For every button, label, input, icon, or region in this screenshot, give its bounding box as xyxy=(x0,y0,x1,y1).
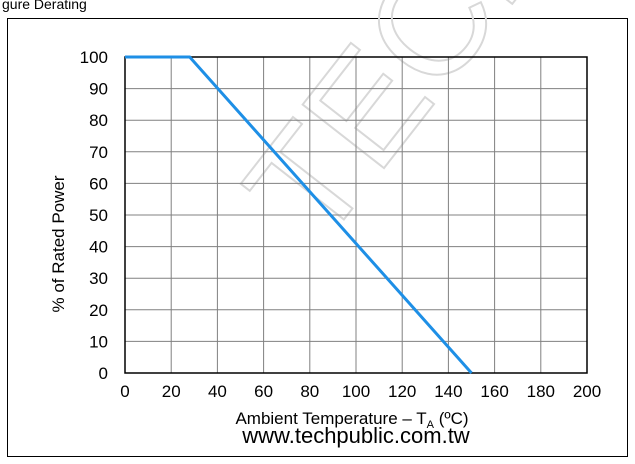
y-axis-ticks: 0 10 20 30 40 50 60 70 80 90 100 xyxy=(80,48,108,383)
y-tick-label: 80 xyxy=(89,111,108,130)
x-tick-label: 60 xyxy=(254,382,273,401)
x-tick-label: 100 xyxy=(342,382,370,401)
y-tick-label: 100 xyxy=(80,48,108,67)
figure-frame xyxy=(7,18,628,457)
x-tick-label: 200 xyxy=(573,382,601,401)
x-tick-label: 80 xyxy=(300,382,319,401)
x-tick-label: 180 xyxy=(527,382,555,401)
x-tick-label: 0 xyxy=(120,382,129,401)
y-tick-label: 0 xyxy=(99,364,108,383)
x-tick-label: 120 xyxy=(388,382,416,401)
y-tick-label: 40 xyxy=(89,238,108,257)
x-tick-label: 140 xyxy=(434,382,462,401)
watermark-diagonal: TECH xyxy=(213,0,597,270)
x-tick-label: 20 xyxy=(162,382,181,401)
grid-lines xyxy=(124,56,588,374)
y-tick-label: 60 xyxy=(89,174,108,193)
y-tick-label: 10 xyxy=(89,332,108,351)
y-tick-label: 90 xyxy=(89,80,108,99)
y-tick-label: 50 xyxy=(89,206,108,225)
x-tick-label: 40 xyxy=(208,382,227,401)
x-axis-ticks: 0 20 40 60 80 100 120 140 160 180 200 xyxy=(120,382,601,401)
watermark-url: www.techpublic.com.tw xyxy=(241,423,470,448)
x-tick-label: 160 xyxy=(480,382,508,401)
y-axis-label: % of Rated Power xyxy=(49,175,68,312)
figure-title-partial: gure Derating xyxy=(2,0,87,12)
y-tick-label: 70 xyxy=(89,143,108,162)
x-axis-label: Ambient Temperature – TA (ºC) xyxy=(235,409,468,431)
y-tick-label: 20 xyxy=(89,301,108,320)
series-line xyxy=(125,55,473,374)
plot-area-border xyxy=(124,56,588,374)
y-tick-label: 30 xyxy=(89,269,108,288)
